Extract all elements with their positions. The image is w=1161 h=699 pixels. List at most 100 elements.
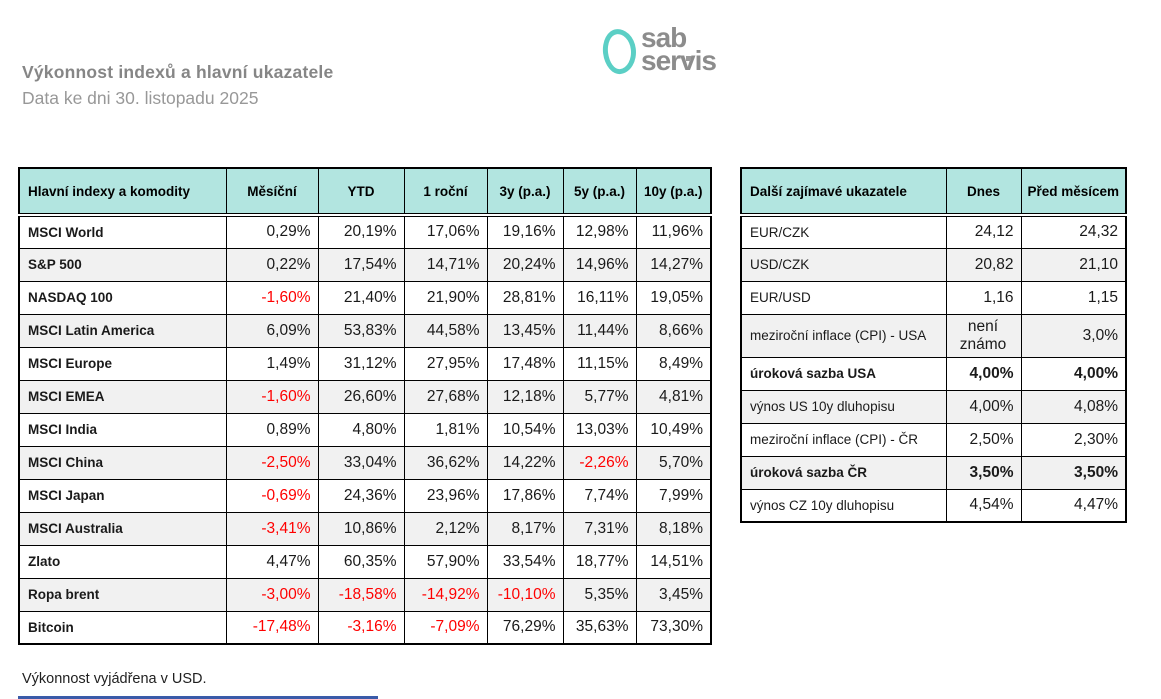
value-cell: 19,05% [635, 280, 712, 315]
value-cell: 20,82 [945, 247, 1022, 282]
column-header: YTD [317, 167, 405, 217]
column-header: Před měsícem [1020, 167, 1127, 217]
value-cell: 1,49% [225, 346, 319, 381]
row-label: NASDAQ 100 [18, 280, 227, 315]
row-label: MSCI World [18, 214, 227, 249]
value-cell: 4,81% [635, 379, 712, 414]
row-label: S&P 500 [18, 247, 227, 282]
value-cell: 28,81% [486, 280, 564, 315]
value-cell: -18,58% [317, 577, 405, 612]
indices-header-row: Hlavní indexy a komodity Měsíční YTD 1 ročn… [18, 167, 712, 217]
value-cell: 27,95% [403, 346, 488, 381]
logo-wordmark: sab servis [641, 22, 717, 76]
table-row: výnos CZ 10y dluhopisu 4,54% 4,47% [740, 488, 1127, 523]
column-header: Další zajímavé ukazatele [740, 167, 947, 217]
value-cell: 24,32 [1020, 214, 1127, 249]
value-cell: -10,10% [486, 577, 564, 612]
column-header: 5y (p.a.) [562, 167, 637, 217]
table-row: úroková sazba USA 4,00% 4,00% [740, 356, 1127, 391]
value-cell: 21,10 [1020, 247, 1127, 282]
value-cell: -2,26% [562, 445, 637, 480]
table-row: Ropa brent -3,00% -18,58% -14,92% -10,10% 5,3… [18, 577, 712, 612]
row-label: USD/CZK [740, 247, 947, 282]
value-cell: 0,89% [225, 412, 319, 447]
value-cell: 14,96% [562, 247, 637, 282]
logo-circle-icon [600, 27, 639, 76]
logo-line2: servis [641, 45, 717, 76]
bottom-accent-line [18, 696, 378, 699]
table-row: MSCI India 0,89% 4,80% 1,81% 10,54% 13,03% 10,… [18, 412, 712, 447]
value-cell: 23,96% [403, 478, 488, 513]
table-row: meziroční inflace (CPI) - USA není známo 3… [740, 313, 1127, 358]
value-cell: -17,48% [225, 610, 319, 645]
value-cell: -14,92% [403, 577, 488, 612]
value-cell: 4,54% [945, 488, 1022, 523]
value-cell: 17,86% [486, 478, 564, 513]
value-cell: 18,77% [562, 544, 637, 579]
value-cell: -7,09% [403, 610, 488, 645]
row-label: meziroční inflace (CPI) - USA [740, 313, 947, 358]
value-cell: 24,36% [317, 478, 405, 513]
footnote: Výkonnost vyjádřena v USD. [22, 671, 207, 687]
indices-table-body: MSCI World 0,29% 20,19% 17,06% 19,16% 12,98% 1… [18, 214, 712, 645]
row-label: úroková sazba USA [740, 356, 947, 391]
indicators-table: Další zajímavé ukazatele Dnes Před měsícem… [740, 167, 1127, 523]
value-cell: 7,74% [562, 478, 637, 513]
value-cell: 4,00% [1020, 356, 1127, 391]
table-row: meziroční inflace (CPI) - ČR 2,50% 2,30% [740, 422, 1127, 457]
value-cell: 4,47% [225, 544, 319, 579]
value-cell: 73,30% [635, 610, 712, 645]
row-label: MSCI Latin America [18, 313, 227, 348]
value-cell: 5,70% [635, 445, 712, 480]
table-row: EUR/USD 1,16 1,15 [740, 280, 1127, 315]
table-row: výnos US 10y dluhopisu 4,00% 4,08% [740, 389, 1127, 424]
value-cell: 53,83% [317, 313, 405, 348]
value-cell: -1,60% [225, 280, 319, 315]
value-cell: 35,63% [562, 610, 637, 645]
value-cell: 3,50% [1020, 455, 1127, 490]
value-cell: 2,50% [945, 422, 1022, 457]
value-cell: 10,86% [317, 511, 405, 546]
logo-line1: sab [641, 22, 687, 53]
page-title: Výkonnost indexů a hlavní ukazatele [22, 62, 334, 82]
column-header: Dnes [945, 167, 1022, 217]
row-label: MSCI India [18, 412, 227, 447]
value-cell: 4,00% [945, 356, 1022, 391]
value-cell: 4,80% [317, 412, 405, 447]
value-cell: 21,90% [403, 280, 488, 315]
value-cell: 14,22% [486, 445, 564, 480]
column-header: Hlavní indexy a komodity [18, 167, 227, 217]
value-cell: 14,71% [403, 247, 488, 282]
table-row: MSCI Japan -0,69% 24,36% 23,96% 17,86% 7,74% 7… [18, 478, 712, 513]
row-label: Ropa brent [18, 577, 227, 612]
value-cell: 10,54% [486, 412, 564, 447]
table-row: úroková sazba ČR 3,50% 3,50% [740, 455, 1127, 490]
value-cell: 33,04% [317, 445, 405, 480]
column-header: 1 roční [403, 167, 488, 217]
row-label: MSCI China [18, 445, 227, 480]
table-row: MSCI Australia -3,41% 10,86% 2,12% 8,17% 7,31… [18, 511, 712, 546]
value-cell: 11,96% [635, 214, 712, 249]
value-cell: 5,77% [562, 379, 637, 414]
column-header: 3y (p.a.) [486, 167, 564, 217]
value-cell: 8,17% [486, 511, 564, 546]
value-cell: 4,08% [1020, 389, 1127, 424]
value-cell: 2,12% [403, 511, 488, 546]
row-label: výnos CZ 10y dluhopisu [740, 488, 947, 523]
value-cell: 13,03% [562, 412, 637, 447]
logo-dot-icon [686, 56, 691, 61]
value-cell: 12,98% [562, 214, 637, 249]
sab-servis-logo: sab servis [600, 22, 740, 89]
value-cell: 17,48% [486, 346, 564, 381]
value-cell: -3,00% [225, 577, 319, 612]
value-cell: 7,31% [562, 511, 637, 546]
value-cell: 11,44% [562, 313, 637, 348]
value-cell: 10,49% [635, 412, 712, 447]
row-label: EUR/USD [740, 280, 947, 315]
value-cell: 26,60% [317, 379, 405, 414]
value-cell: -1,60% [225, 379, 319, 414]
row-label: MSCI EMEA [18, 379, 227, 414]
table-row: EUR/CZK 24,12 24,32 [740, 214, 1127, 249]
column-header: Měsíční [225, 167, 319, 217]
value-cell: 17,06% [403, 214, 488, 249]
